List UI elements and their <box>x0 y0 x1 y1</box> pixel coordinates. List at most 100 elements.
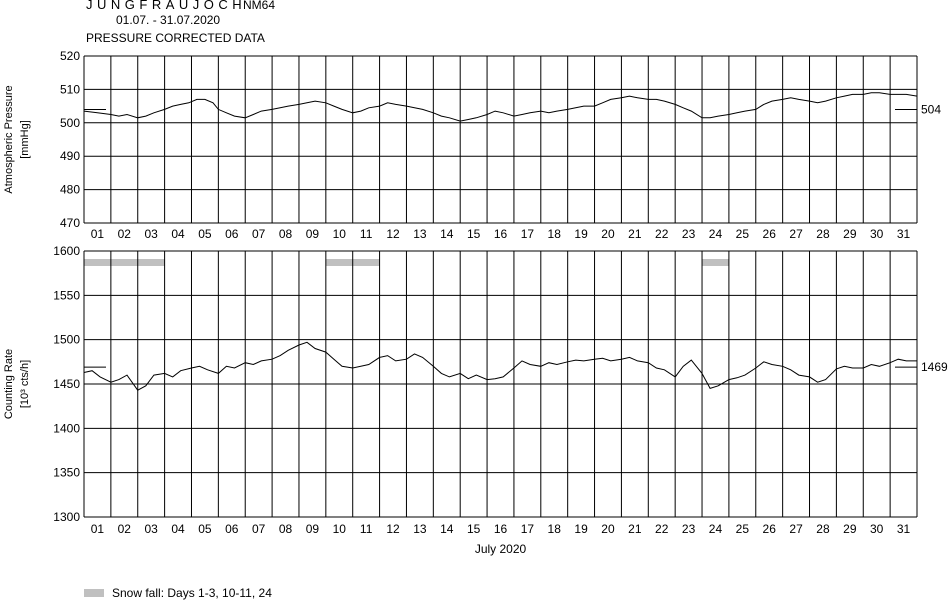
pressure-ytick-label: 520 <box>60 49 80 63</box>
counting-rate-series-line <box>83 341 917 391</box>
counting-rate-day-label: 02 <box>118 522 132 536</box>
counting-rate-day-label: 05 <box>198 522 212 536</box>
counting-rate-day-label: 09 <box>306 522 320 536</box>
pressure-day-label: 14 <box>440 227 454 241</box>
counting-rate-day-label: 21 <box>628 522 642 536</box>
counting-rate-day-label: 29 <box>843 522 857 536</box>
legend: Snow fall: Days 1-3, 10-11, 24 <box>84 586 272 600</box>
counting-rate-day-label: 25 <box>736 522 750 536</box>
pressure-ytick-label: 480 <box>60 183 80 197</box>
counting-rate-day-label: 17 <box>521 522 535 536</box>
counting-rate-day-label: 04 <box>171 522 185 536</box>
counting-rate-ytick-label: 1600 <box>53 244 80 258</box>
counting-rate-ytick-label: 1450 <box>53 377 80 391</box>
pressure-ytick-label: 490 <box>60 149 80 163</box>
pressure-y-axis-unit: [mmHg] <box>19 120 31 159</box>
pressure-mean-label: 504 <box>921 102 941 116</box>
snow-fall-bar <box>702 259 729 266</box>
header-subtitle: PRESSURE CORRECTED DATA <box>86 31 265 45</box>
pressure-day-label: 28 <box>816 227 830 241</box>
counting-rate-day-label: 03 <box>144 522 158 536</box>
pressure-day-label: 19 <box>574 227 588 241</box>
pressure-day-label: 12 <box>386 227 400 241</box>
counting-rate-y-ticks: 1300 1350 1400 1450 1500 1550 1600 <box>53 244 80 524</box>
pressure-day-label: 20 <box>601 227 615 241</box>
pressure-day-label: 15 <box>467 227 481 241</box>
header-date-range: 01.07. - 31.07.2020 <box>116 13 220 27</box>
pressure-y-ticks: 470 480 490 500 510 520 <box>60 49 80 230</box>
legend-snow-swatch <box>84 589 104 597</box>
pressure-ytick-label: 510 <box>60 82 80 96</box>
counting-rate-day-label: 16 <box>494 522 508 536</box>
counting-rate-day-label: 24 <box>709 522 723 536</box>
counting-rate-day-label: 28 <box>816 522 830 536</box>
pressure-day-label: 27 <box>789 227 803 241</box>
pressure-day-label: 18 <box>548 227 562 241</box>
pressure-grid <box>83 55 918 224</box>
pressure-x-ticks: 01 02 03 04 05 06 07 08 09 10 11 12 13 14 15 16 17 18 19 20… <box>91 227 911 241</box>
pressure-ytick-label: 470 <box>60 216 80 230</box>
counting-rate-ytick-label: 1300 <box>53 510 80 524</box>
pressure-day-label: 01 <box>91 227 105 241</box>
counting-rate-day-label: 26 <box>763 522 777 536</box>
counting-rate-ytick-label: 1550 <box>53 288 80 302</box>
pressure-day-label: 22 <box>655 227 669 241</box>
pressure-panel: 470 480 490 500 510 520 01 02 03 04 05 06 07 08 09 10 1… <box>3 49 941 241</box>
pressure-y-axis-label: Atmospheric Pressure <box>3 85 15 193</box>
counting-rate-day-label: 10 <box>333 522 347 536</box>
pressure-day-label: 08 <box>279 227 293 241</box>
pressure-day-label: 02 <box>118 227 132 241</box>
pressure-day-label: 10 <box>333 227 347 241</box>
counting-rate-day-label: 06 <box>225 522 239 536</box>
counting-rate-day-label: 15 <box>467 522 481 536</box>
pressure-day-label: 23 <box>682 227 696 241</box>
counting-rate-day-label: 23 <box>682 522 696 536</box>
counting-rate-day-label: 19 <box>574 522 588 536</box>
counting-rate-day-label: 13 <box>413 522 427 536</box>
pressure-day-label: 26 <box>763 227 777 241</box>
counting-rate-ytick-label: 1500 <box>53 333 80 347</box>
header-station: JUNGFRAUJOCH <box>86 0 246 12</box>
counting-rate-day-label: 11 <box>360 522 373 536</box>
snow-fall-bar <box>84 259 165 266</box>
counting-rate-day-label: 14 <box>440 522 454 536</box>
counting-rate-day-label: 07 <box>252 522 266 536</box>
counting-rate-day-label: 20 <box>601 522 615 536</box>
counting-rate-y-axis-label: Counting Rate <box>3 349 15 419</box>
pressure-day-label: 21 <box>628 227 642 241</box>
x-axis-label: July 2020 <box>475 542 527 556</box>
counting-rate-day-label: 01 <box>91 522 105 536</box>
counting-rate-ytick-label: 1400 <box>53 421 80 435</box>
pressure-day-label: 30 <box>870 227 884 241</box>
pressure-day-label: 16 <box>494 227 508 241</box>
counting-rate-day-label: 22 <box>655 522 669 536</box>
pressure-day-label: 25 <box>736 227 750 241</box>
legend-snow-label: Snow fall: Days 1-3, 10-11, 24 <box>112 586 272 600</box>
pressure-day-label: 24 <box>709 227 723 241</box>
counting-rate-day-label: 08 <box>279 522 293 536</box>
counting-rate-day-label: 18 <box>548 522 562 536</box>
counting-rate-day-label: 31 <box>897 522 911 536</box>
pressure-day-label: 07 <box>252 227 266 241</box>
counting-rate-ytick-label: 1350 <box>53 466 80 480</box>
pressure-day-label: 05 <box>198 227 212 241</box>
counting-rate-day-label: 30 <box>870 522 884 536</box>
pressure-day-label: 31 <box>897 227 911 241</box>
pressure-day-label: 11 <box>360 227 373 241</box>
counting-rate-day-label: 27 <box>789 522 803 536</box>
pressure-day-label: 29 <box>843 227 857 241</box>
pressure-day-label: 13 <box>413 227 427 241</box>
counting-rate-mean-label: 1469 <box>921 360 948 374</box>
header-station-code: NM64 <box>243 0 275 12</box>
pressure-day-label: 09 <box>306 227 320 241</box>
counting-rate-x-ticks: 01 02 03 04 05 06 07 08 09 10 11 12 13 14 15 16 17 18 19 20… <box>91 522 911 536</box>
pressure-day-label: 06 <box>225 227 239 241</box>
pressure-day-label: 03 <box>144 227 158 241</box>
pressure-ytick-label: 500 <box>60 116 80 130</box>
counting-rate-y-axis-unit: [10³ cts/h] <box>19 360 31 408</box>
pressure-series-line <box>83 92 918 122</box>
counting-rate-day-label: 12 <box>386 522 400 536</box>
